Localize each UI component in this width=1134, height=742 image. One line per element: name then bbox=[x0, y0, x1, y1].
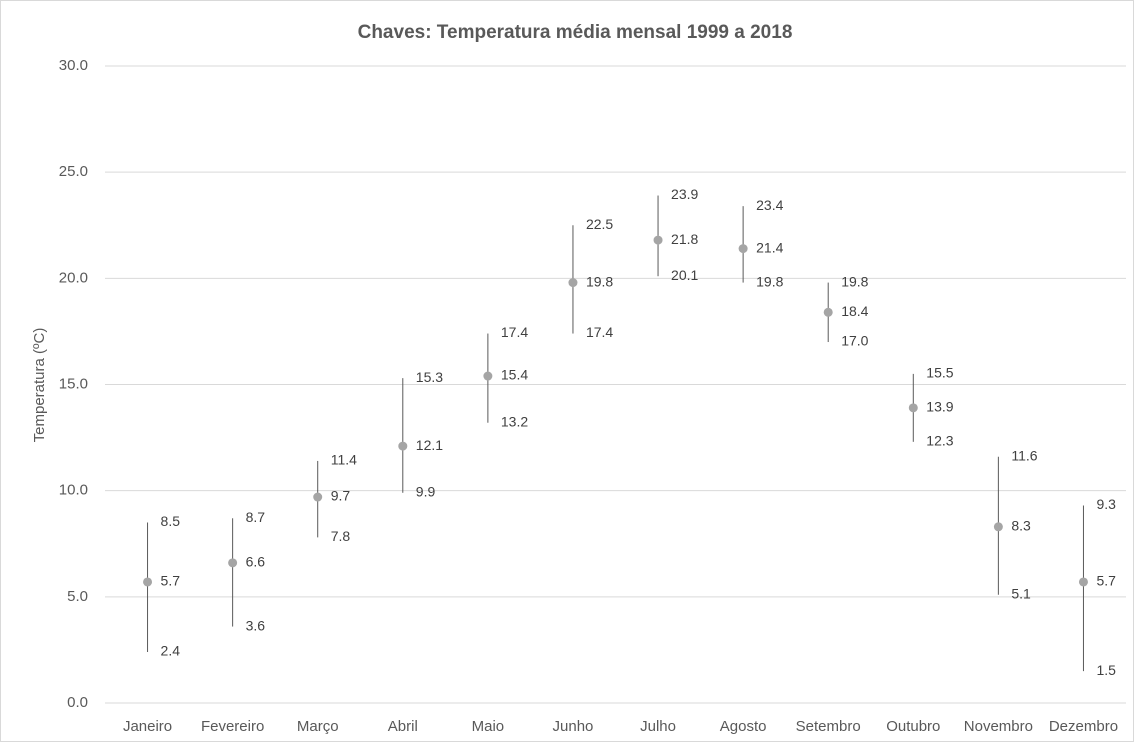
mean-marker bbox=[568, 278, 578, 288]
data-label: 19.8 bbox=[756, 273, 783, 289]
data-label: 3.6 bbox=[246, 617, 266, 633]
chart-title: Chaves: Temperatura média mensal 1999 a … bbox=[358, 22, 793, 43]
y-tick-label: 15.0 bbox=[59, 375, 88, 392]
data-label: 21.8 bbox=[671, 231, 698, 247]
x-tick-label: Setembro bbox=[796, 718, 861, 735]
data-label: 17.4 bbox=[586, 324, 613, 340]
data-label: 19.8 bbox=[841, 273, 868, 289]
data-label: 20.1 bbox=[671, 267, 698, 283]
data-label: 6.6 bbox=[246, 554, 266, 570]
y-tick-label: 20.0 bbox=[59, 269, 88, 286]
x-tick-label: Novembro bbox=[964, 718, 1033, 735]
data-label: 21.4 bbox=[756, 239, 783, 255]
x-tick-label: Outubro bbox=[886, 718, 940, 735]
data-label: 17.0 bbox=[841, 333, 868, 349]
mean-marker bbox=[483, 371, 493, 381]
data-label: 22.5 bbox=[586, 216, 613, 232]
x-tick-label: Dezembro bbox=[1049, 718, 1118, 735]
x-tick-label: Abril bbox=[388, 718, 418, 735]
data-label: 18.4 bbox=[841, 303, 868, 319]
data-label: 5.7 bbox=[161, 573, 181, 589]
data-label: 9.3 bbox=[1096, 496, 1116, 512]
data-label: 1.5 bbox=[1096, 662, 1116, 678]
y-axis-title: Temperatura (ºC) bbox=[31, 328, 48, 443]
mean-marker bbox=[228, 558, 238, 568]
y-tick-label: 25.0 bbox=[59, 163, 88, 180]
x-tick-label: Junho bbox=[553, 718, 594, 735]
mean-marker bbox=[1078, 577, 1088, 587]
data-label: 15.3 bbox=[416, 369, 443, 385]
data-label: 13.9 bbox=[926, 399, 953, 415]
mean-marker bbox=[143, 577, 153, 587]
y-tick-label: 30.0 bbox=[59, 57, 88, 74]
mean-marker bbox=[653, 235, 663, 245]
x-tick-label: Julho bbox=[640, 718, 676, 735]
data-label: 7.8 bbox=[331, 528, 351, 544]
mean-marker bbox=[398, 441, 408, 451]
data-label: 23.9 bbox=[671, 186, 698, 202]
data-label: 12.1 bbox=[416, 437, 443, 453]
data-label: 8.5 bbox=[161, 513, 181, 529]
data-label: 9.9 bbox=[416, 483, 436, 499]
x-tick-label: Fevereiro bbox=[201, 718, 264, 735]
data-label: 12.3 bbox=[926, 433, 953, 449]
mean-marker bbox=[738, 244, 748, 254]
mean-marker bbox=[908, 403, 918, 413]
mean-marker bbox=[313, 492, 323, 502]
mean-marker bbox=[993, 522, 1003, 532]
x-tick-label: Janeiro bbox=[123, 718, 172, 735]
data-label: 5.7 bbox=[1096, 573, 1116, 589]
data-label: 19.8 bbox=[586, 273, 613, 289]
data-label: 9.7 bbox=[331, 488, 351, 504]
data-label: 15.4 bbox=[501, 367, 528, 383]
x-tick-label: Agosto bbox=[720, 718, 767, 735]
data-label: 15.5 bbox=[926, 365, 953, 381]
data-label: 8.7 bbox=[246, 509, 266, 525]
x-tick-label: Maio bbox=[472, 718, 505, 735]
data-label: 13.2 bbox=[501, 413, 528, 429]
y-tick-label: 10.0 bbox=[59, 482, 88, 499]
x-tick-label: Março bbox=[297, 718, 339, 735]
data-label: 11.6 bbox=[1011, 447, 1037, 463]
data-label: 23.4 bbox=[756, 197, 783, 213]
data-label: 5.1 bbox=[1011, 585, 1031, 601]
data-label: 17.4 bbox=[501, 324, 528, 340]
data-label: 2.4 bbox=[161, 643, 181, 659]
data-label: 11.4 bbox=[331, 452, 357, 468]
y-tick-label: 5.0 bbox=[67, 588, 88, 605]
data-label: 8.3 bbox=[1011, 517, 1031, 533]
mean-marker bbox=[823, 307, 833, 317]
y-tick-label: 0.0 bbox=[67, 694, 88, 711]
